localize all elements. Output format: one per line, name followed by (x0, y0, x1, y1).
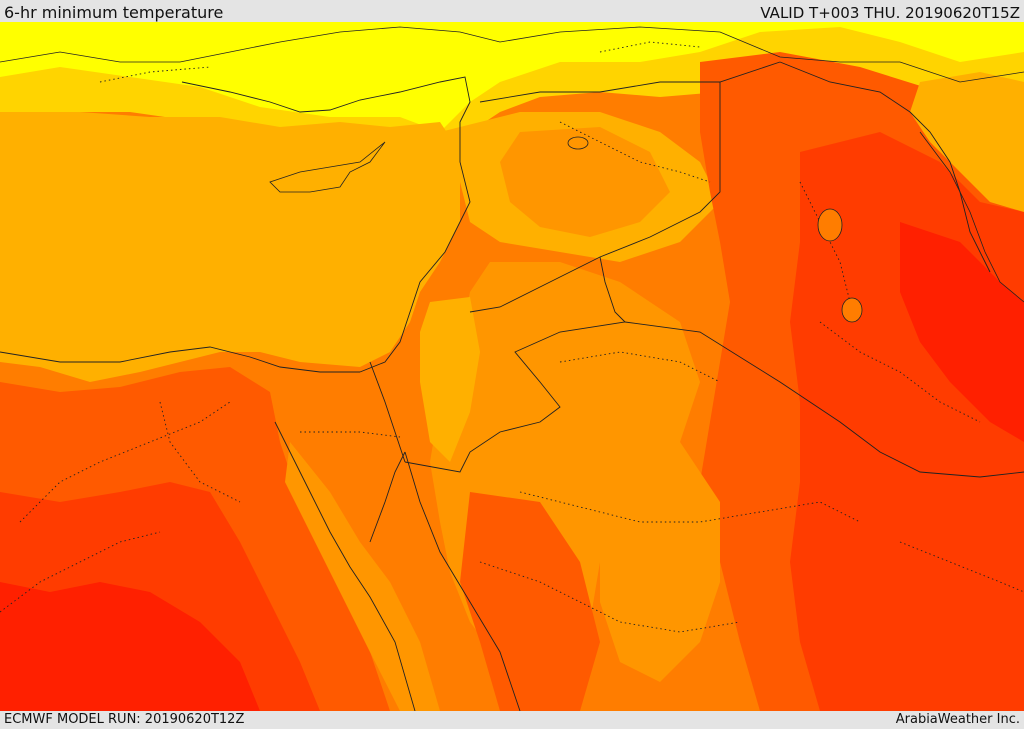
province-border-11 (99, 66, 211, 83)
border-iraq-iran (779, 61, 991, 273)
cyprus-outline (269, 141, 386, 193)
coastline-persian-gulf (919, 131, 1024, 303)
coastline-egypt (0, 346, 360, 373)
field-amber-saudi-center (600, 442, 720, 682)
border-saudi-iraq (624, 321, 1024, 478)
coastline-arabia-redsea (404, 451, 521, 711)
field-amber-redsea (285, 442, 440, 711)
header-bar: 6-hr minimum temperature VALID T+003 THU… (0, 0, 1024, 22)
field-deepred-egypt (0, 582, 260, 711)
province-border-10 (159, 401, 241, 503)
lake-assad (567, 136, 589, 150)
temperature-map[interactable] (0, 22, 1024, 711)
coastline-gulf-aqaba (369, 451, 406, 543)
map-title: 6-hr minimum temperature (4, 3, 224, 22)
field-amber-syria (500, 127, 670, 237)
dotted-province-borders (0, 41, 1024, 633)
province-border-7 (819, 321, 981, 423)
field-gold-jordan (420, 297, 480, 462)
border-syria-iraq (479, 61, 781, 103)
province-border-4 (519, 491, 861, 523)
field-red-east (900, 222, 1024, 442)
coastline-gulf-suez (274, 421, 416, 711)
province-border-5 (559, 351, 721, 383)
coastline-levant (181, 76, 471, 373)
field-gold-northeast (910, 72, 1024, 212)
province-border-12 (599, 41, 701, 53)
province-border-2 (0, 531, 161, 613)
valid-time: VALID T+003 THU. 20190620T15Z (760, 4, 1020, 22)
field-darkorange-saudi (460, 492, 600, 711)
province-border-3 (300, 431, 401, 438)
lake-habbaniyah (841, 297, 863, 323)
lake-tharthar (817, 208, 843, 242)
model-run: ECMWF MODEL RUN: 20190620T12Z (4, 712, 245, 727)
field-gold-sea (0, 112, 460, 382)
footer-bar: ECMWF MODEL RUN: 20190620T12Z ArabiaWeat… (0, 711, 1024, 729)
map-canvas (0, 22, 1024, 711)
border-jordan-saudi (404, 256, 626, 473)
credit: ArabiaWeather Inc. (895, 712, 1020, 727)
border-egypt-israel (369, 361, 406, 463)
border-syria-jordan-iraq (469, 82, 721, 313)
coastline-turkey (0, 26, 1024, 83)
